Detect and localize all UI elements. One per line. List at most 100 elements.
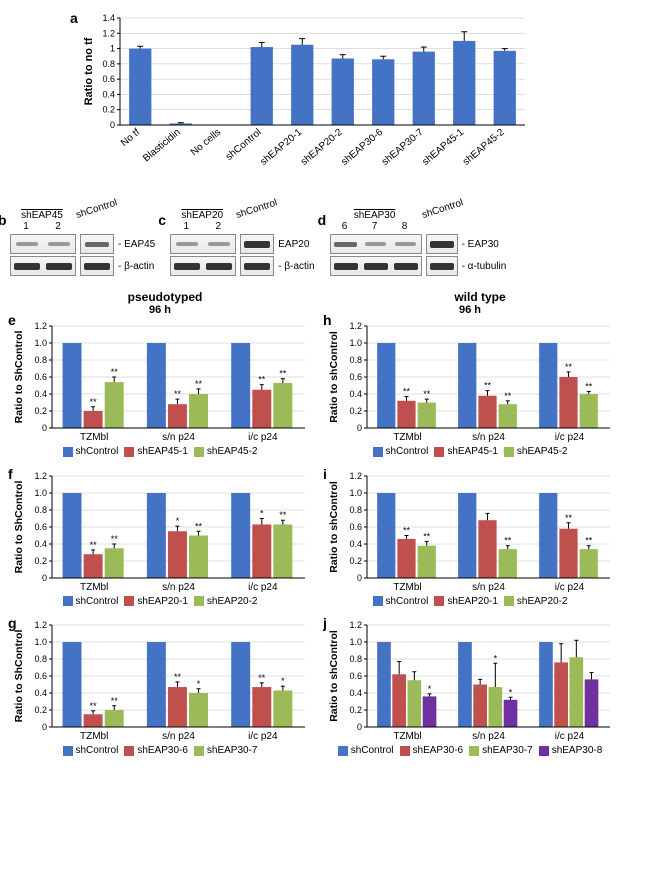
svg-text:0: 0 [42,573,47,583]
svg-text:0: 0 [357,573,362,583]
svg-text:*: * [197,679,201,689]
svg-text:0.6: 0.6 [349,372,362,382]
blots-row: bshEAP45shControl12- EAP45- β-actin cshE… [10,210,641,278]
blot-row: - α-tubulin [330,256,507,276]
blot-header-left: shEAP20 [170,210,234,221]
blot-band [240,256,274,276]
legend: shControl shEAP45-1 shEAP45-2 [325,446,615,457]
header-wildtype: wild type [335,290,625,304]
blot-row-label: - β-actin [118,261,154,272]
svg-text:**: ** [403,387,411,397]
blot-band [330,256,422,276]
svg-text:0.2: 0.2 [102,105,115,115]
svg-text:1.2: 1.2 [349,321,362,331]
legend-item: shEAP20-1 [124,596,188,607]
svg-text:**: ** [111,534,119,544]
subheader-h: 96 h [325,304,615,316]
svg-text:s/n p24: s/n p24 [162,582,195,593]
svg-text:**: ** [195,379,203,389]
svg-text:**: ** [504,535,512,545]
svg-text:0.8: 0.8 [349,355,362,365]
chart-f: 00.20.40.60.81.01.2****TZMbl***s/n p24**… [10,466,310,607]
legend-text: shControl [351,745,394,756]
svg-text:TZMbl: TZMbl [393,582,421,593]
svg-text:shEAP30-7: shEAP30-7 [380,127,426,168]
svg-text:**: ** [279,510,287,520]
legend-item: shEAP30-6 [400,745,464,756]
svg-text:**: ** [565,512,573,522]
legend-swatch [124,447,134,457]
legend-item: shEAP45-2 [194,446,258,457]
svg-text:1.0: 1.0 [349,338,362,348]
legend-swatch [194,596,204,606]
blot-row: - EAP45 [10,234,155,254]
legend-text: shControl [386,596,429,607]
panel-j: j 00.20.40.60.81.01.2*TZMbl**s/n p24i/c … [325,615,615,761]
svg-text:i/c p24: i/c p24 [248,582,278,593]
svg-text:0.8: 0.8 [34,654,47,664]
svg-text:0: 0 [42,423,47,433]
blot-row: - EAP30 [330,234,507,254]
svg-text:0.2: 0.2 [34,406,47,416]
chart-h: 00.20.40.60.81.01.2****TZMbl****s/n p24*… [325,316,615,457]
svg-text:**: ** [279,369,287,379]
svg-text:0: 0 [110,120,115,130]
svg-text:i/c p24: i/c p24 [248,731,278,742]
svg-text:0.6: 0.6 [349,522,362,532]
blot-band [426,234,458,254]
panel-a-label: a [70,10,78,26]
svg-text:i/c p24: i/c p24 [555,731,585,742]
svg-text:TZMbl: TZMbl [393,432,421,443]
chart-e: 00.20.40.60.81.01.2****TZMbl****s/n p24*… [10,316,310,457]
svg-text:1.0: 1.0 [349,488,362,498]
svg-text:**: ** [423,389,431,399]
legend-item: shControl [63,745,119,756]
legend-item: shEAP20-2 [194,596,258,607]
svg-text:**: ** [90,539,98,549]
svg-text:1.0: 1.0 [349,637,362,647]
svg-text:shEAP45-2: shEAP45-2 [461,127,507,168]
blot-header-right: shControl [420,201,452,221]
legend: shControl shEAP20-1 shEAP20-2 [10,596,310,607]
svg-text:shEAP20-2: shEAP20-2 [299,127,345,168]
svg-text:1.4: 1.4 [102,13,115,23]
svg-text:1.2: 1.2 [34,321,47,331]
svg-text:**: ** [111,696,119,706]
svg-text:shEAP30-6: shEAP30-6 [339,127,385,168]
svg-text:0.6: 0.6 [34,671,47,681]
svg-text:0.4: 0.4 [349,389,362,399]
svg-text:0.2: 0.2 [34,705,47,715]
panel-e: e 96 h 00.20.40.60.81.01.2****TZMbl****s… [10,304,310,462]
svg-text:shEAP45-1: shEAP45-1 [420,127,466,168]
legend-text: shEAP45-2 [517,446,568,457]
chart-a: 00.20.40.60.811.21.4No tfBlasticidinNo c… [80,10,530,195]
svg-text:*: * [260,508,264,518]
panel-c-label: c [158,212,166,228]
legend-item: shEAP20-2 [504,596,568,607]
svg-text:i/c p24: i/c p24 [555,432,585,443]
legend-text: shControl [76,596,119,607]
svg-text:shControl: shControl [224,127,264,163]
legend-text: shEAP45-1 [447,446,498,457]
svg-text:0.2: 0.2 [349,406,362,416]
blot-c: cshEAP20shControl12EAP20- β-actin [170,210,314,278]
svg-text:Ratio to no tf: Ratio to no tf [83,37,95,105]
legend: shControlshEAP20-1shEAP20-2 [325,596,615,607]
svg-text:**: ** [258,375,266,385]
legend-item: shControl [63,596,119,607]
lane-label: 1 [170,221,202,232]
svg-text:s/n p24: s/n p24 [472,432,505,443]
legend-item: shControl [373,446,429,457]
svg-text:1.0: 1.0 [34,637,47,647]
header-pseudotyped: pseudotyped [10,290,320,304]
legend-text: shEAP45-1 [137,446,188,457]
blot-header-left: shEAP45 [10,210,74,221]
panel-g: g 00.20.40.60.81.01.2****TZMbl***s/n p24… [10,615,310,761]
lane-label: 2 [202,221,234,232]
svg-text:0.6: 0.6 [102,74,115,84]
svg-text:1.2: 1.2 [349,620,362,630]
blot-band [10,234,76,254]
legend-swatch [194,746,204,756]
blot-row-label: - EAP45 [118,239,155,250]
svg-text:Ratio to shControl: Ratio to shControl [328,630,340,722]
